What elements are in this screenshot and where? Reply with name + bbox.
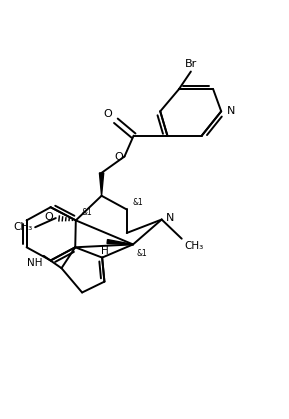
Text: O: O [104,109,112,119]
Text: &1: &1 [81,208,92,217]
Text: O: O [114,152,123,162]
Text: O: O [45,212,53,222]
Text: CH₃: CH₃ [185,241,204,251]
Text: CH₃: CH₃ [14,222,33,232]
Text: Br: Br [185,59,197,69]
Text: N: N [166,213,174,223]
Text: &1: &1 [132,198,143,207]
Text: NH: NH [27,258,42,268]
Text: N: N [227,106,235,116]
Text: &1: &1 [136,249,147,258]
Text: H: H [101,246,109,256]
Polygon shape [99,173,104,196]
Polygon shape [107,240,133,244]
